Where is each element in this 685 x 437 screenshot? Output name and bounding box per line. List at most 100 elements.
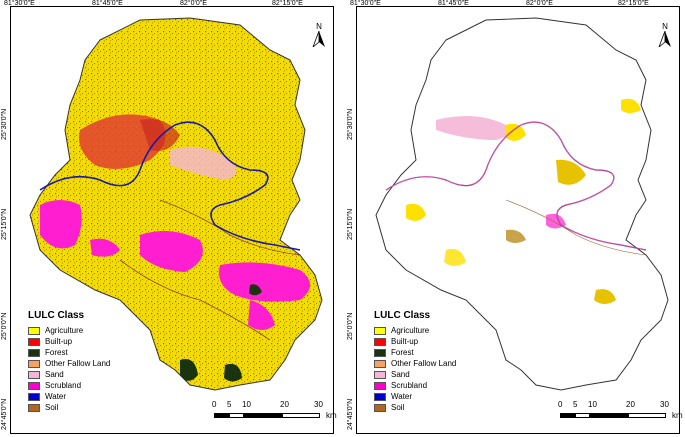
legend-label: Water (45, 392, 67, 401)
lon-tick: 81°45'0"E (438, 0, 469, 7)
scale-tick: 0 (212, 400, 217, 409)
north-arrow: N (654, 22, 676, 52)
river (39, 121, 301, 251)
legend-label: Sand (391, 370, 410, 379)
agriculture-patch (506, 123, 526, 141)
scale-segment (590, 413, 628, 418)
legend-item: Sand (28, 369, 110, 380)
legend-swatch (374, 392, 386, 401)
scale-tick: 5 (573, 400, 578, 409)
north-label: N (316, 22, 322, 31)
scale-tick: 30 (660, 400, 669, 409)
scale-tick: 10 (242, 400, 251, 409)
forest-area (224, 363, 242, 382)
sand-area (436, 116, 510, 140)
north-arrow-icon (658, 30, 671, 49)
lon-tick: 81°30'0"E (4, 0, 35, 7)
legend-label: Forest (45, 348, 68, 357)
scale-segment (560, 413, 575, 418)
forest-area (249, 284, 262, 296)
legend-label: Built-up (45, 337, 73, 346)
scale-tick: 0 (558, 400, 563, 409)
scale-unit: km (672, 411, 683, 420)
legend-item: Agriculture (374, 325, 456, 336)
agriculture-patch (621, 98, 641, 113)
legend-swatch (28, 392, 40, 401)
legend-title: LULC Class (28, 310, 85, 321)
legend-label: Built-up (391, 337, 419, 346)
legend-label: Soil (45, 403, 59, 412)
legend-item: Forest (28, 347, 110, 358)
legend-swatch (28, 381, 40, 390)
agriculture-patch (506, 229, 526, 243)
scale-segment (244, 413, 282, 418)
lon-tick: 82°15'0"E (272, 0, 303, 7)
scale-segment (229, 413, 244, 418)
legend-label: Water (391, 392, 413, 401)
lulc-map-panel-right: 81°30'0"E 81°45'0"E 82°0'0"E 82°15'0"E 2… (346, 0, 685, 437)
lulc-map-agriculture (29, 17, 323, 391)
legend-item: Soil (374, 402, 456, 413)
scale-bar: 0 5 10 20 30 km (556, 400, 683, 430)
scale-segment (282, 413, 320, 418)
legend: LULC Class Agriculture Built-up Forest O… (374, 310, 456, 413)
scale-tick: 30 (314, 400, 323, 409)
lon-tick: 82°0'0"E (526, 0, 553, 7)
legend-item: Built-up (28, 336, 110, 347)
legend-label: Scrubland (391, 381, 428, 390)
legend-swatch (374, 326, 386, 335)
legend-swatch (374, 381, 386, 390)
river (385, 121, 647, 251)
legend-swatch (374, 359, 386, 368)
lon-tick: 81°30'0"E (350, 0, 381, 7)
lon-tick: 82°0'0"E (180, 0, 207, 7)
tributary (159, 199, 301, 256)
scale-segment (214, 413, 229, 418)
scale-segment (575, 413, 590, 418)
legend-label: Sand (45, 370, 64, 379)
agriculture-patch (444, 248, 466, 266)
legend-label: Other Fallow Land (391, 359, 457, 368)
scale-bar: 0 5 10 20 30 km (210, 400, 337, 430)
legend-item: Scrubland (374, 380, 456, 391)
scrubland-area (248, 300, 275, 330)
scrubland-area (219, 262, 310, 302)
legend-swatch (28, 403, 40, 412)
legend-swatch (28, 370, 40, 379)
legend-swatch (28, 326, 40, 335)
scale-tick: 10 (588, 400, 597, 409)
forest-area (180, 359, 198, 381)
tributary (119, 259, 271, 341)
lon-tick: 82°15'0"E (618, 0, 649, 7)
legend-swatch (28, 337, 40, 346)
legend-item: Soil (28, 402, 110, 413)
legend-swatch (374, 348, 386, 357)
legend-label: Scrubland (45, 381, 82, 390)
legend-item: Agriculture (28, 325, 110, 336)
legend-item: Water (374, 391, 456, 402)
lon-tick: 81°45'0"E (92, 0, 123, 7)
agriculture-patch (556, 159, 586, 185)
scale-unit: km (326, 411, 337, 420)
lulc-map-sparse (375, 17, 669, 391)
legend-label: Forest (391, 348, 414, 357)
scrubland-area (40, 200, 82, 249)
tributary (505, 199, 647, 256)
legend-label: Soil (391, 403, 405, 412)
legend-item: Other Fallow Land (28, 358, 110, 369)
legend-item: Other Fallow Land (374, 358, 456, 369)
north-arrow-icon (312, 30, 325, 49)
legend-swatch (374, 370, 386, 379)
legend-swatch (374, 337, 386, 346)
scale-tick: 5 (227, 400, 232, 409)
builtup-area (140, 119, 180, 151)
legend-swatch (28, 359, 40, 368)
scale-tick: 20 (626, 400, 635, 409)
scrubland-area (90, 238, 120, 257)
legend-label: Other Fallow Land (45, 359, 111, 368)
agriculture-patch (594, 289, 616, 304)
scrubland-area (140, 231, 203, 272)
legend-swatch (28, 348, 40, 357)
legend-label: Agriculture (45, 326, 84, 335)
legend-item: Sand (374, 369, 456, 380)
